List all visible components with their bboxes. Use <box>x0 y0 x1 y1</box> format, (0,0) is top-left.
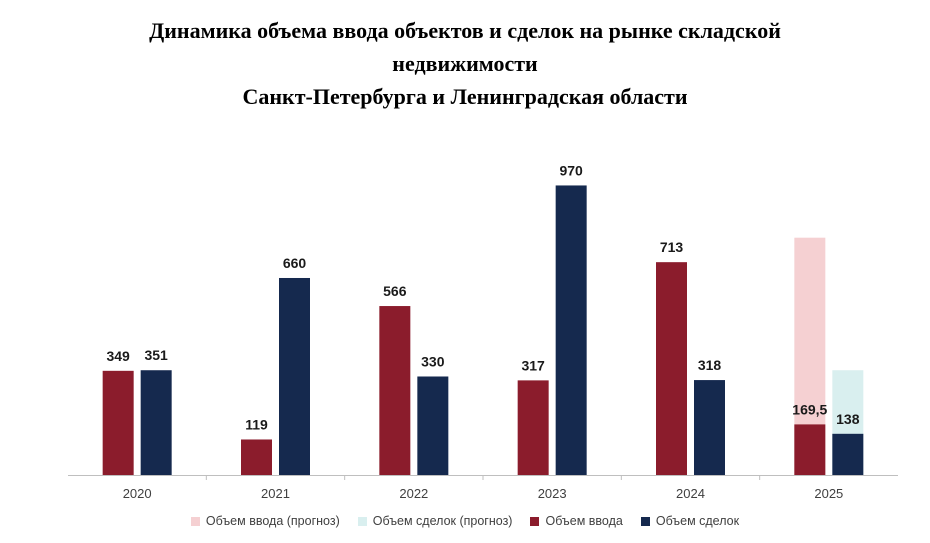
bar-input-2021 <box>241 439 272 475</box>
legend-swatch-deals-forecast <box>357 516 367 526</box>
legend-swatch-input <box>530 516 540 526</box>
legend-item-input-forecast: Объем ввода (прогноз) <box>190 514 340 528</box>
data-label-deals-2022: 330 <box>421 353 445 369</box>
chart-title-line-2: недвижимости <box>392 51 538 76</box>
legend-item-deals-forecast: Объем сделок (прогноз) <box>357 514 513 528</box>
bar-deals-2022 <box>417 376 449 475</box>
bar-chart: 2020 2021 2022 2023 2024 2025 349 119 566 317 713 1… <box>68 162 898 501</box>
chart-title: Динамика объема ввода объектов и сделок … <box>0 14 930 113</box>
data-label-input-2023: 317 <box>521 357 545 373</box>
legend-label-input-forecast: Объем ввода (прогноз) <box>205 514 340 528</box>
legend-label-deals: Объем сделок <box>655 514 740 528</box>
bar-deals-2020 <box>140 370 172 475</box>
data-label-input-2025: 169,5 <box>792 401 827 417</box>
data-label-deals-2023: 970 <box>559 162 583 178</box>
bar-input-2025 <box>794 424 826 475</box>
x-tick-label-2023: 2023 <box>538 486 567 501</box>
bar-deals-2025 <box>832 433 864 475</box>
bar-deals-2021 <box>279 277 310 475</box>
x-tick-label-2021: 2021 <box>261 486 290 501</box>
bar-deals-2024 <box>694 380 725 475</box>
data-label-input-2022: 566 <box>383 283 407 299</box>
chart-title-line-1: Динамика объема ввода объектов и сделок … <box>149 18 781 43</box>
data-label-input-2020: 349 <box>106 348 130 364</box>
bar-input-2024 <box>656 262 687 475</box>
bar-input-2020 <box>102 370 134 475</box>
data-label-deals-2024: 318 <box>698 357 722 373</box>
data-label-input-2021: 119 <box>245 416 268 432</box>
legend-label-input: Объем ввода <box>545 514 623 528</box>
chart-title-line-3: Санкт-Петербурга и Ленинградская области <box>242 84 688 109</box>
legend-item-deals: Объем сделок <box>640 514 740 528</box>
legend-swatch-input-forecast <box>190 516 200 526</box>
bar-input-2023 <box>517 380 549 475</box>
data-label-deals-2021: 660 <box>283 255 307 271</box>
bar-input-2022 <box>379 306 411 475</box>
x-tick-label-2020: 2020 <box>123 486 152 501</box>
bar-deals-2023 <box>555 185 587 475</box>
x-tick-label-2024: 2024 <box>676 486 705 501</box>
x-tick-label-2022: 2022 <box>399 486 428 501</box>
data-label-deals-2020: 351 <box>144 347 168 363</box>
legend-item-input: Объем ввода <box>530 514 623 528</box>
chart-legend: Объем ввода (прогноз) Объем сделок (прог… <box>0 514 930 528</box>
legend-label-deals-forecast: Объем сделок (прогноз) <box>372 514 513 528</box>
data-label-deals-2025: 138 <box>836 411 860 427</box>
data-label-input-2024: 713 <box>660 239 684 255</box>
legend-swatch-deals <box>640 516 650 526</box>
x-tick-label-2025: 2025 <box>814 486 843 501</box>
